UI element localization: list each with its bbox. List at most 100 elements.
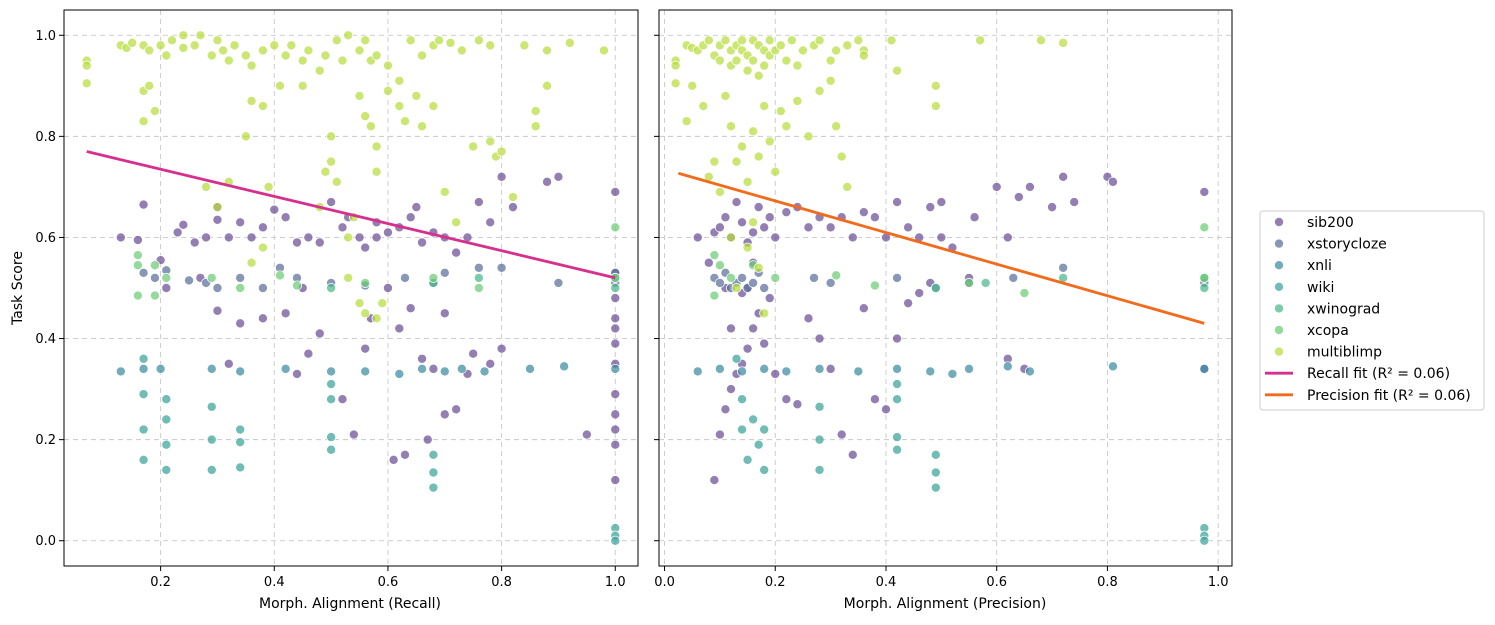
data-point-sib200 (303, 232, 314, 243)
data-point-sib200 (201, 232, 212, 243)
data-point-multiblimp (166, 35, 177, 46)
data-point-sib200 (428, 363, 439, 374)
data-point-wiki (326, 432, 337, 443)
data-point-multiblimp (564, 37, 575, 48)
data-point-sib200 (411, 202, 422, 213)
data-point-multiblimp (753, 70, 764, 81)
data-point-sib200 (610, 475, 621, 486)
data-point-wiki (235, 462, 246, 473)
data-point-sib200 (326, 197, 337, 208)
data-point-sib200 (610, 389, 621, 400)
data-point-multiblimp (246, 60, 257, 71)
data-point-sib200 (451, 404, 462, 415)
data-point-multiblimp (257, 101, 268, 112)
data-point-wiki (759, 464, 770, 475)
data-point-sib200 (360, 242, 371, 253)
data-point-xcopa (274, 270, 285, 281)
data-point-multiblimp (417, 50, 428, 61)
data-point-multiblimp (775, 40, 786, 51)
data-point-xstorycloze (737, 272, 748, 283)
data-point-multiblimp (365, 121, 376, 132)
data-point-multiblimp (764, 136, 775, 147)
data-point-multiblimp (360, 35, 371, 46)
data-point-sib200 (394, 323, 405, 334)
data-point-multiblimp (737, 35, 748, 46)
y-axis-label: Task Score (10, 251, 26, 326)
data-point-xstorycloze (714, 277, 725, 288)
data-point-multiblimp (731, 55, 742, 66)
data-point-multiblimp (229, 40, 240, 51)
data-point-multiblimp (753, 262, 764, 273)
data-point-sib200 (581, 429, 592, 440)
data-point-multiblimp (178, 30, 189, 41)
data-point-sib200 (742, 343, 753, 354)
data-point-xnli (479, 366, 490, 377)
data-point-xwinograd (326, 282, 337, 293)
data-point-sib200 (720, 212, 731, 223)
data-point-multiblimp (377, 298, 388, 309)
data-point-wiki (930, 467, 941, 478)
data-point-sib200 (496, 171, 507, 182)
data-point-multiblimp (326, 156, 337, 167)
data-point-sib200 (337, 394, 348, 405)
data-point-multiblimp (81, 78, 92, 89)
data-point-sib200 (869, 212, 880, 223)
data-point-multiblimp (303, 45, 314, 56)
data-point-multiblimp (681, 116, 692, 127)
data-point-sib200 (737, 217, 748, 228)
data-point-xnli (759, 363, 770, 374)
data-point-multiblimp (496, 146, 507, 157)
data-point-multiblimp (354, 90, 365, 101)
legend-marker (1274, 260, 1285, 271)
data-point-multiblimp (759, 101, 770, 112)
legend-label: wiki (1307, 280, 1334, 296)
data-point-wiki (138, 424, 149, 435)
data-point-xstorycloze (1058, 262, 1069, 273)
data-point-xcopa (149, 260, 160, 271)
data-point-multiblimp (371, 141, 382, 152)
data-point-multiblimp (714, 55, 725, 66)
data-point-sib200 (936, 197, 947, 208)
data-point-multiblimp (1058, 37, 1069, 48)
data-point-multiblimp (831, 45, 842, 56)
data-point-xstorycloze (439, 267, 450, 278)
scatter-layer (81, 30, 621, 546)
data-point-xcopa (1199, 222, 1210, 233)
data-point-sib200 (764, 212, 775, 223)
data-point-multiblimp (246, 257, 257, 268)
data-point-multiblimp (297, 80, 308, 91)
data-point-sib200 (714, 222, 725, 233)
legend-label: Precision fit (R² = 0.06) (1307, 388, 1471, 404)
legend-marker (1274, 324, 1285, 335)
data-point-multiblimp (394, 101, 405, 112)
data-point-multiblimp (530, 106, 541, 117)
data-point-sib200 (354, 232, 365, 243)
data-point-sib200 (869, 394, 880, 405)
data-point-xnli (439, 366, 450, 377)
data-point-sib200 (892, 197, 903, 208)
data-point-multiblimp (138, 116, 149, 127)
data-point-wiki (326, 444, 337, 455)
data-point-sib200 (903, 222, 914, 233)
data-point-multiblimp (814, 35, 825, 46)
data-point-sib200 (246, 232, 257, 243)
data-point-multiblimp (201, 181, 212, 192)
data-point-xstorycloze (473, 262, 484, 273)
data-point-multiblimp (286, 40, 297, 51)
data-point-multiblimp (331, 35, 342, 46)
data-point-multiblimp (161, 50, 172, 61)
data-point-multiblimp (842, 40, 853, 51)
data-point-wiki (326, 379, 337, 390)
y-tick-label: 0.8 (35, 130, 56, 145)
data-point-xcopa (831, 270, 842, 281)
data-point-multiblimp (530, 121, 541, 132)
data-point-sib200 (703, 257, 714, 268)
data-point-xnli (280, 363, 291, 374)
data-point-multiblimp (269, 40, 280, 51)
data-point-sib200 (422, 434, 433, 445)
data-point-wiki (161, 439, 172, 450)
data-point-sib200 (280, 308, 291, 319)
data-point-xcopa (161, 272, 172, 283)
x-axis-label-precision: Morph. Alignment (Precision) (844, 596, 1047, 612)
